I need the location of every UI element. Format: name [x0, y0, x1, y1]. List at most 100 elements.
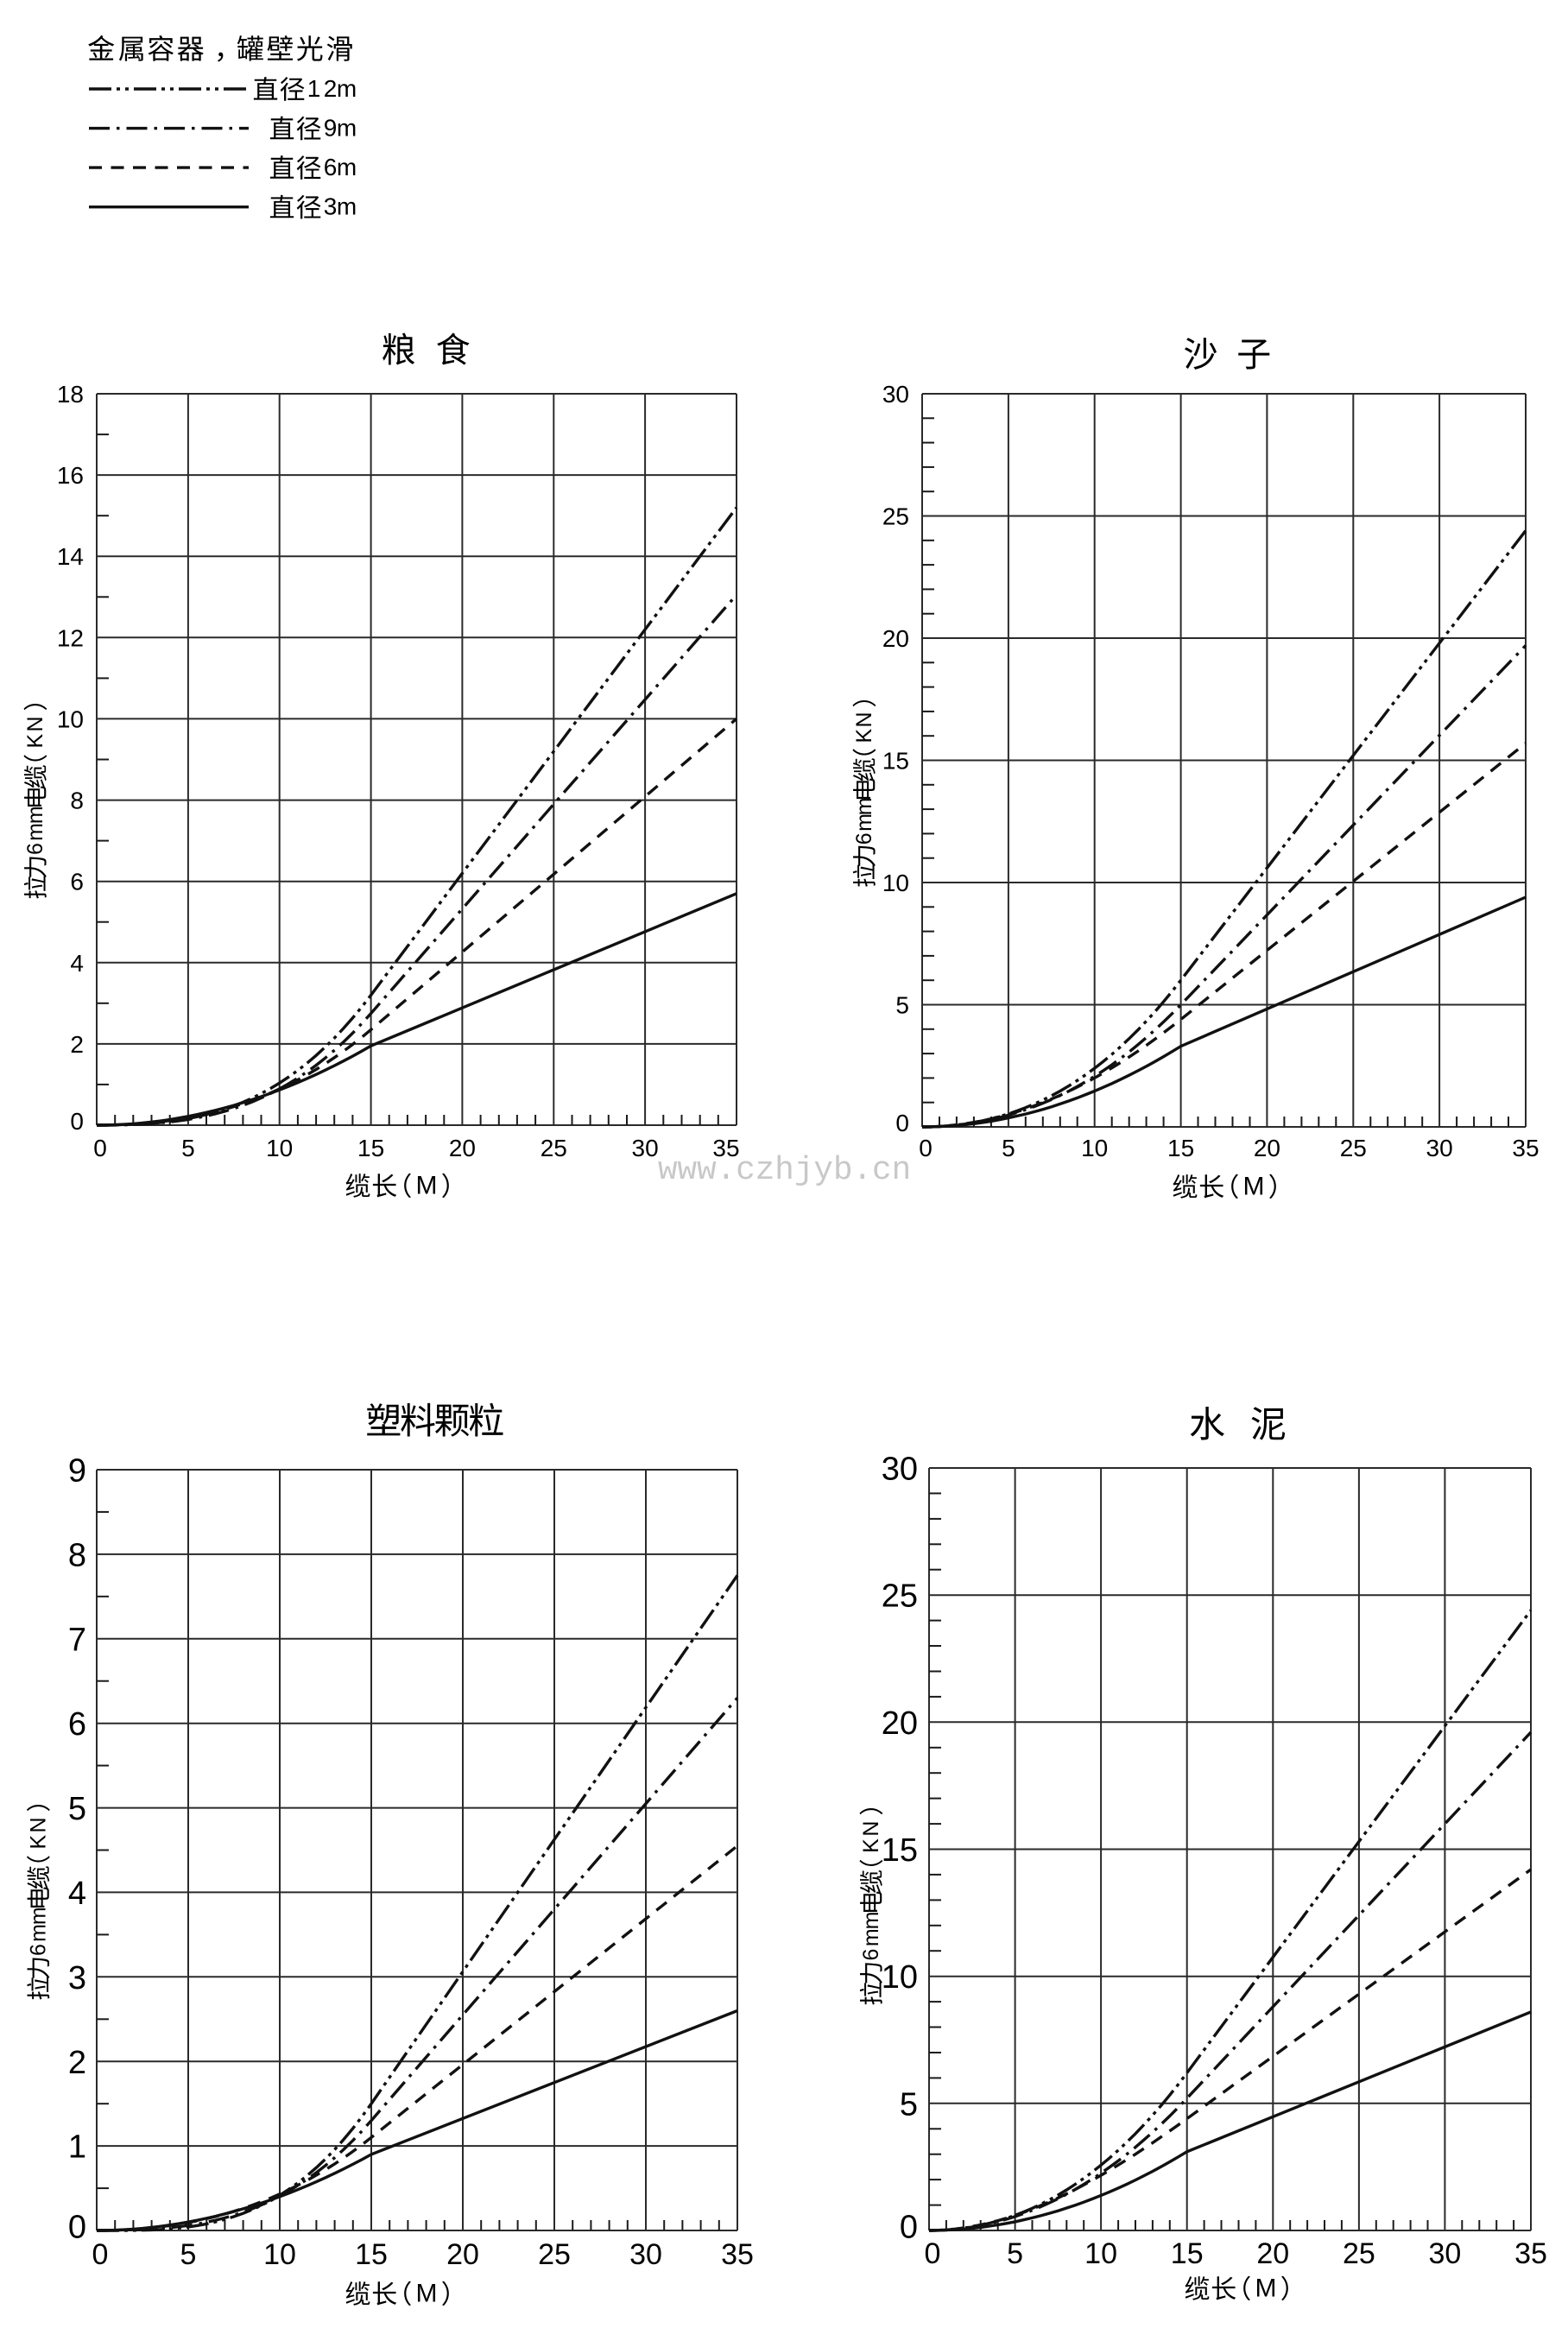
svg-text:m: m: [852, 797, 876, 815]
svg-text:18: 18: [57, 381, 84, 408]
svg-text:25: 25: [1343, 2237, 1375, 2270]
svg-text:10: 10: [1081, 1135, 1108, 1161]
svg-text:5: 5: [900, 2086, 918, 2123]
svg-text:9: 9: [324, 115, 338, 142]
svg-text:6: 6: [70, 869, 84, 895]
svg-text:0: 0: [900, 2210, 918, 2246]
svg-text:3: 3: [68, 1960, 86, 1996]
svg-text:1: 1: [307, 75, 321, 102]
svg-text:25: 25: [882, 1579, 918, 1615]
svg-text:6: 6: [852, 832, 876, 845]
svg-text:2: 2: [324, 75, 338, 102]
svg-text:M: M: [416, 1172, 438, 1200]
svg-text:15: 15: [882, 1832, 918, 1869]
svg-text:10: 10: [882, 870, 909, 896]
svg-text:0: 0: [70, 1108, 84, 1135]
svg-text:m: m: [859, 1911, 883, 1929]
svg-text:N: N: [26, 1817, 50, 1832]
svg-text:m: m: [337, 193, 357, 220]
svg-text:K: K: [859, 1838, 883, 1853]
svg-text:15: 15: [355, 2238, 388, 2271]
svg-text:m: m: [26, 1924, 50, 1942]
svg-text:15: 15: [1171, 2237, 1204, 2270]
svg-text:m: m: [23, 806, 47, 824]
svg-text:6: 6: [324, 154, 338, 180]
svg-text:5: 5: [68, 1791, 86, 1827]
svg-text:35: 35: [721, 2238, 754, 2271]
svg-text:15: 15: [357, 1135, 384, 1161]
svg-text:20: 20: [1256, 2237, 1289, 2270]
svg-text:30: 30: [632, 1135, 659, 1161]
svg-text:m: m: [852, 813, 876, 832]
svg-text:30: 30: [1428, 2237, 1461, 2270]
svg-text:30: 30: [629, 2238, 662, 2271]
svg-text:m: m: [337, 75, 357, 102]
svg-text:0: 0: [92, 2238, 109, 2271]
svg-text:4: 4: [68, 1876, 86, 1912]
svg-text:1: 1: [68, 2129, 86, 2166]
svg-text:K: K: [26, 1834, 50, 1849]
svg-text:15: 15: [1167, 1135, 1194, 1161]
svg-text:25: 25: [541, 1135, 567, 1161]
svg-text:20: 20: [449, 1135, 476, 1161]
svg-text:16: 16: [57, 462, 84, 489]
svg-text:K: K: [23, 733, 47, 748]
svg-text:0: 0: [919, 1135, 933, 1161]
svg-text:4: 4: [70, 950, 84, 977]
svg-text:25: 25: [882, 503, 909, 530]
svg-text:5: 5: [1002, 1135, 1015, 1161]
svg-text:8: 8: [68, 1538, 86, 1574]
svg-text:20: 20: [1254, 1135, 1280, 1161]
svg-text:30: 30: [1426, 1135, 1453, 1161]
svg-text:m: m: [26, 1907, 50, 1925]
svg-text:www.czhjyb.cn: www.czhjyb.cn: [658, 1153, 911, 1189]
svg-text:6: 6: [68, 1706, 86, 1743]
svg-text:20: 20: [446, 2238, 479, 2271]
svg-text:5: 5: [181, 1135, 195, 1161]
svg-text:N: N: [23, 716, 47, 731]
svg-text:m: m: [337, 154, 357, 180]
svg-text:M: M: [1255, 2275, 1277, 2303]
svg-text:m: m: [337, 115, 357, 142]
svg-text:35: 35: [712, 1135, 739, 1161]
svg-text:N: N: [859, 1821, 883, 1837]
svg-text:12: 12: [57, 624, 84, 651]
svg-text:10: 10: [263, 2238, 296, 2271]
svg-text:m: m: [859, 1928, 883, 1946]
svg-text:10: 10: [266, 1135, 293, 1161]
svg-text:0: 0: [93, 1135, 107, 1161]
svg-text:5: 5: [895, 992, 909, 1019]
svg-text:10: 10: [882, 1959, 918, 1996]
svg-text:m: m: [23, 823, 47, 841]
svg-text:15: 15: [882, 748, 909, 775]
svg-text:0: 0: [68, 2210, 86, 2246]
svg-text:N: N: [852, 712, 876, 727]
svg-text:20: 20: [882, 625, 909, 652]
svg-text:6: 6: [26, 1944, 50, 1956]
svg-text:K: K: [852, 729, 876, 743]
svg-text:10: 10: [57, 705, 84, 732]
svg-text:30: 30: [882, 381, 909, 408]
svg-text:5: 5: [180, 2238, 197, 2271]
svg-text:8: 8: [70, 788, 84, 814]
svg-text:35: 35: [1512, 1135, 1539, 1161]
svg-text:25: 25: [538, 2238, 571, 2271]
svg-text:9: 9: [68, 1453, 86, 1490]
svg-text:0: 0: [925, 2237, 941, 2270]
svg-text:M: M: [1243, 1173, 1265, 1201]
svg-text:5: 5: [1007, 2237, 1023, 2270]
svg-text:20: 20: [882, 1705, 918, 1742]
svg-text:25: 25: [1340, 1135, 1367, 1161]
svg-text:30: 30: [882, 1452, 918, 1488]
svg-text:7: 7: [68, 1622, 86, 1658]
svg-text:M: M: [416, 2280, 438, 2308]
svg-text:6: 6: [23, 843, 47, 855]
svg-text:2: 2: [68, 2045, 86, 2081]
svg-text:2: 2: [70, 1031, 84, 1058]
svg-text:3: 3: [324, 193, 338, 220]
svg-text:10: 10: [1084, 2237, 1117, 2270]
svg-text:6: 6: [859, 1949, 883, 1961]
svg-text:14: 14: [57, 543, 84, 570]
svg-text:0: 0: [895, 1110, 909, 1136]
svg-text:35: 35: [1514, 2237, 1547, 2270]
